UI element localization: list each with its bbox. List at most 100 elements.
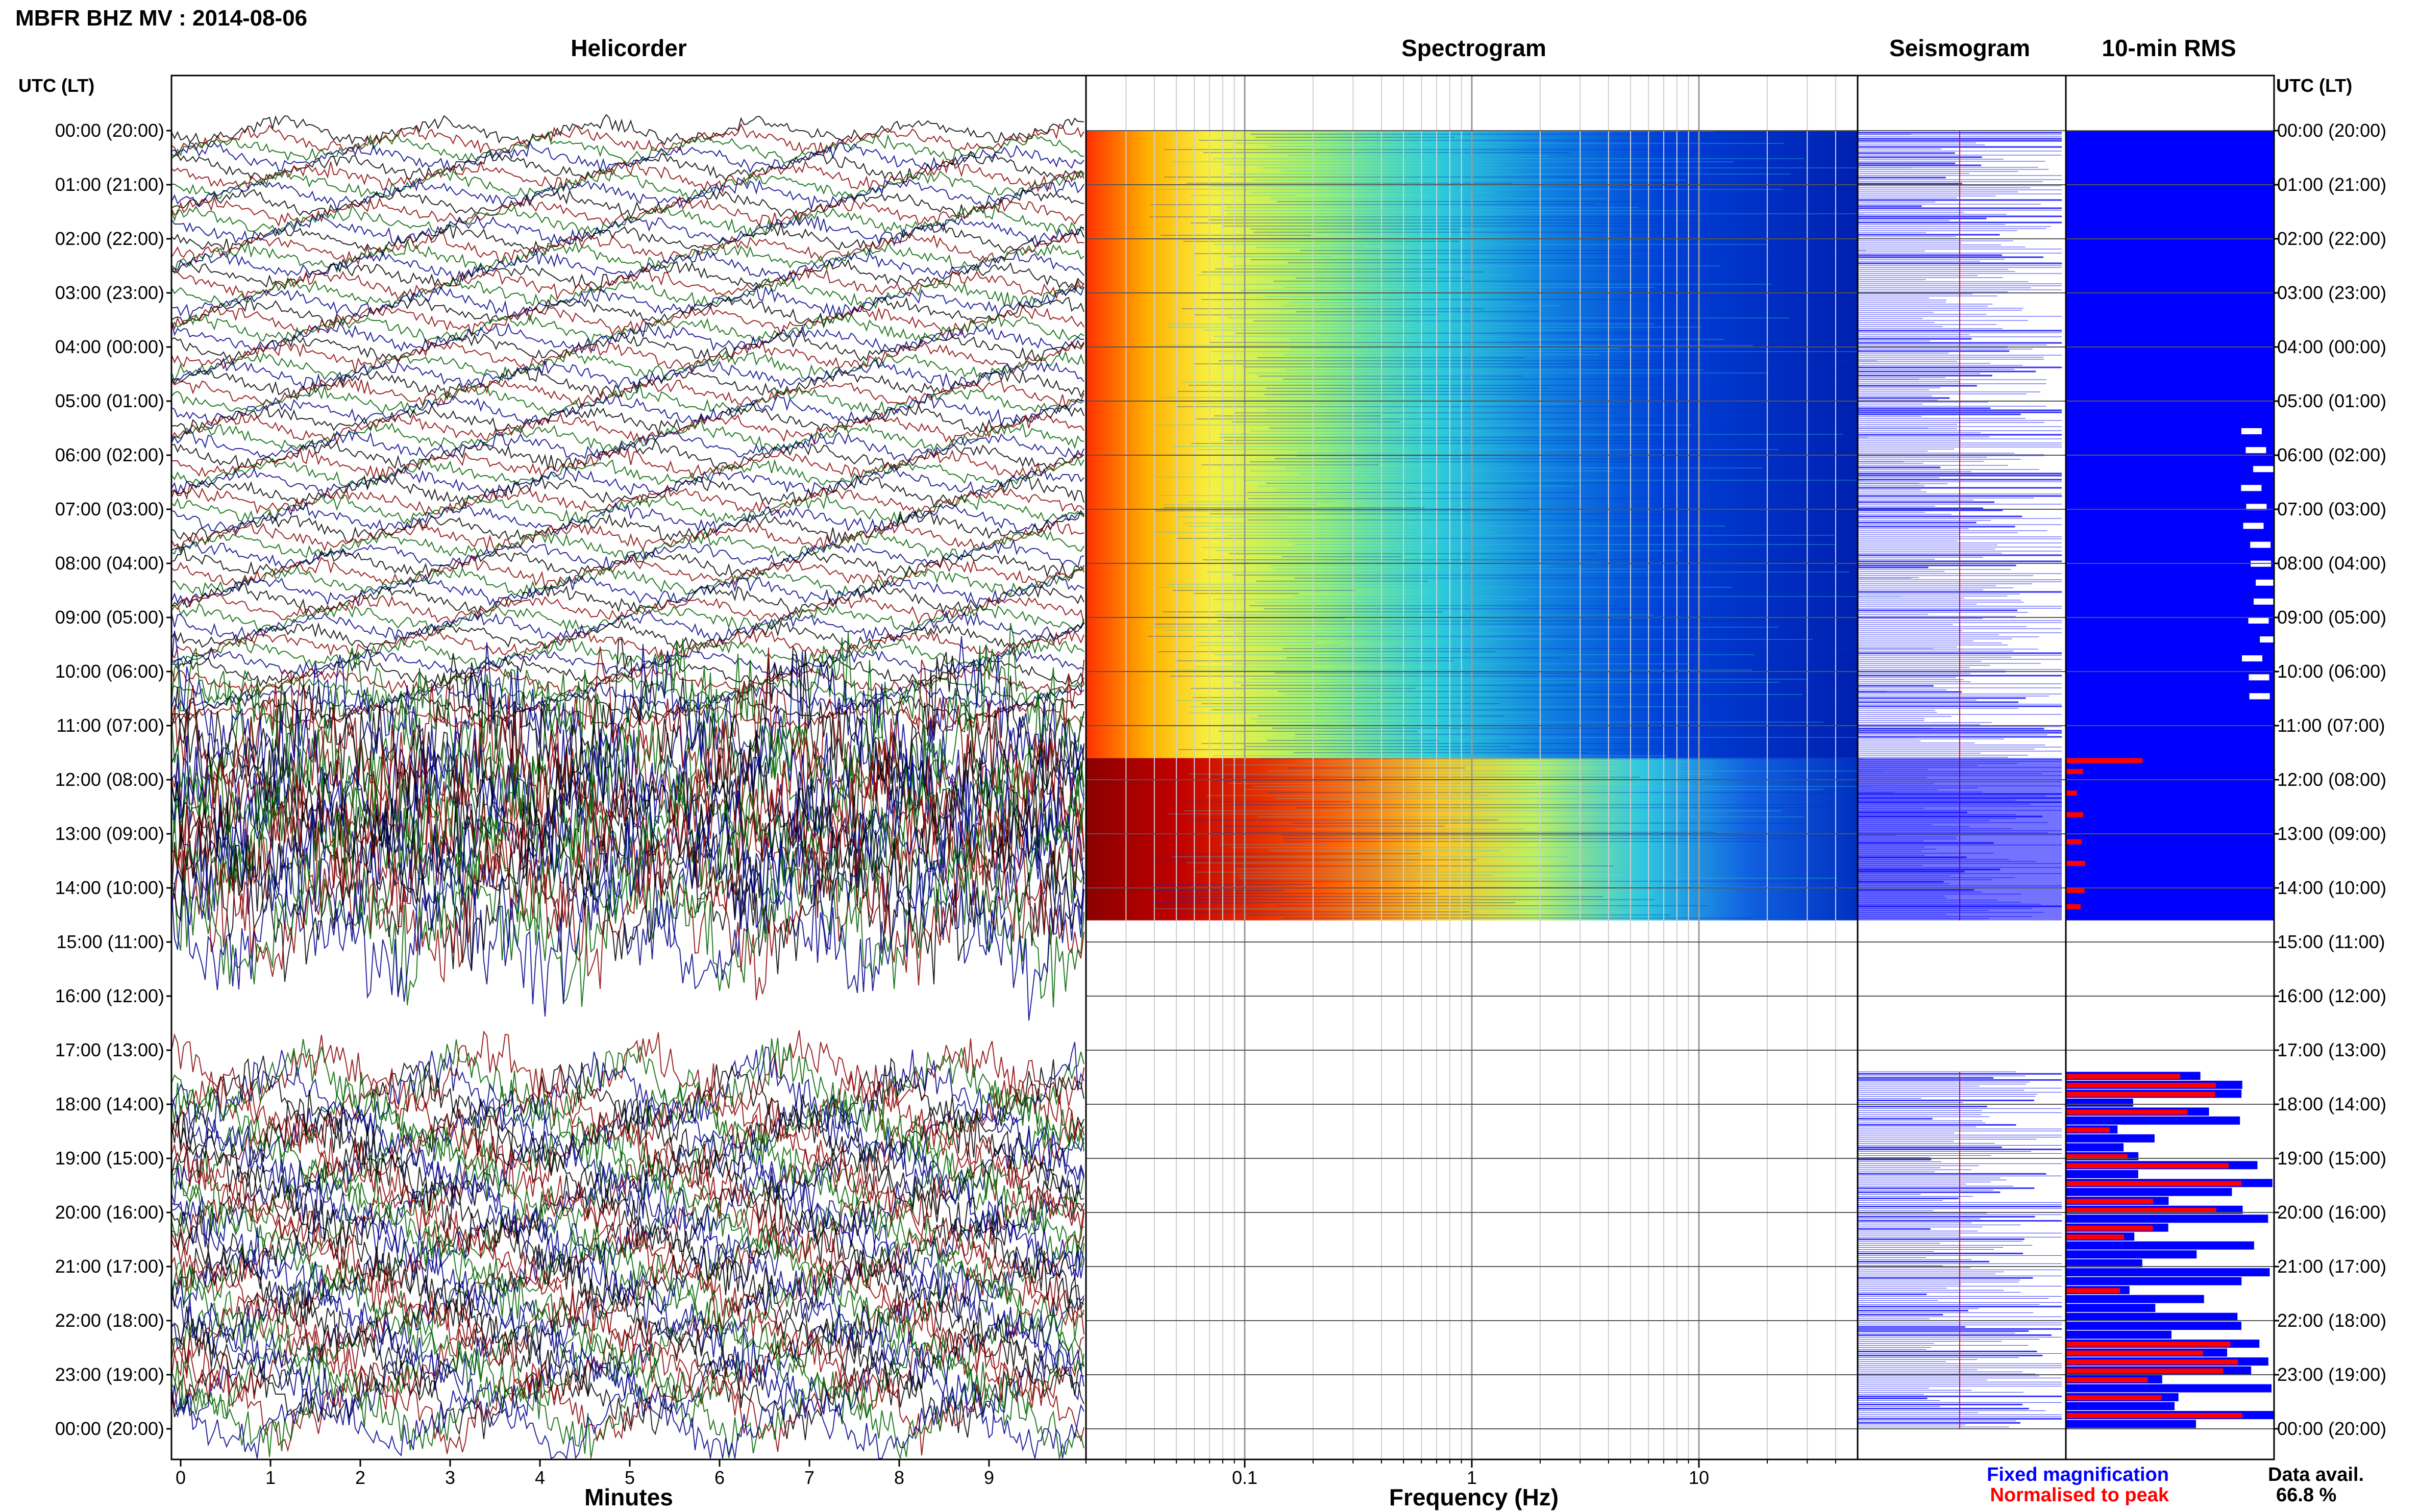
helicorder-trace: [171, 705, 1084, 921]
rms-normalised-bar: [2066, 812, 2084, 817]
hour-label-left: 14:00 (10:00): [55, 877, 164, 898]
rms-fixed-bar: [2066, 1134, 2155, 1143]
spectrogram-row-texture: [1283, 841, 1770, 842]
hour-label-right: 10:00 (06:00): [2277, 661, 2386, 682]
spectrogram-row-texture: [1212, 777, 1640, 778]
spectrogram-row-texture: [1213, 244, 1767, 245]
spectrogram-row-texture: [1213, 158, 1804, 159]
spectrogram-row-texture: [1249, 431, 1484, 432]
hour-label-left: 00:00 (20:00): [55, 120, 164, 141]
spectrogram-row-texture: [1202, 547, 1473, 548]
x-tick-label: 8: [894, 1467, 904, 1488]
spectrogram-row-texture: [1149, 216, 1761, 217]
rms-fixed-bar: [2066, 1250, 2197, 1259]
helicorder-trace: [171, 781, 1084, 985]
spectrogram-row-texture: [1163, 507, 1425, 508]
hour-label-right: 23:00 (19:00): [2277, 1364, 2386, 1385]
spectrogram-row-texture: [1183, 801, 1350, 802]
rms-normalised-bar: [2066, 1082, 2216, 1088]
spectrogram-row-texture: [1208, 342, 1834, 343]
spectrogram-row-texture: [1190, 820, 1498, 821]
rms-gap: [2254, 598, 2275, 605]
helicorder-trace: [171, 296, 1084, 328]
spectrogram-row-texture: [1201, 464, 1379, 465]
helicorder-trace: [171, 1174, 1084, 1283]
spectrogram-row-texture: [1244, 746, 1510, 747]
spectrogram-row-texture: [1286, 467, 1763, 468]
spectrogram-row-texture: [1196, 418, 1658, 419]
spectrogram-row-texture: [1273, 568, 1647, 569]
spectrogram-row-texture: [1281, 556, 1402, 557]
x-tick-label: 10: [1689, 1467, 1709, 1488]
rms-frame: [2065, 75, 2275, 1460]
spectrogram-row-texture: [1297, 761, 1692, 762]
rms-normalised-bar: [2066, 1092, 2215, 1097]
spectrogram-row-texture: [1253, 320, 1764, 321]
spectrogram-row-texture: [1223, 764, 1683, 765]
helicorder-trace: [171, 231, 1084, 266]
spectrogram-row-texture: [1230, 865, 1614, 866]
spectrogram-row-texture: [1203, 330, 1583, 331]
spectrogram-row-texture: [1174, 911, 1470, 912]
spectrogram-row-texture: [1253, 180, 1686, 181]
spectrogram-row-texture: [1257, 357, 1525, 358]
left-axis-label: UTC (LT): [18, 75, 94, 96]
spectrogram-row-texture: [1260, 758, 1864, 759]
spectrogram-row-texture: [1148, 636, 1693, 637]
spectrogram-row-texture: [1150, 189, 1783, 190]
x-tick-label: 4: [535, 1467, 545, 1488]
spectrogram-row-texture: [1173, 896, 1603, 897]
rms-fixed-bar: [2066, 1330, 2171, 1339]
legend-fixed-magnification: Fixed magnification: [1987, 1464, 2169, 1485]
rms-normalised-bar: [2066, 1377, 2148, 1383]
hour-label-left: 12:00 (08:00): [55, 769, 164, 790]
helicorder-trace: [171, 350, 1084, 382]
hour-label-right: 17:00 (13:00): [2277, 1039, 2386, 1060]
rms-gap: [2249, 693, 2270, 700]
hour-label-right: 08:00 (04:00): [2277, 553, 2386, 574]
spectrogram-row-texture: [1265, 296, 1436, 297]
spectrogram-row-texture: [1247, 373, 1768, 374]
spectrogram-row-texture: [1188, 385, 1801, 386]
hour-label-right: 07:00 (03:00): [2277, 499, 2386, 519]
spectrogram-row-texture: [1210, 832, 1716, 833]
rms-gap: [2246, 504, 2267, 510]
helicorder-trace: [171, 637, 1084, 671]
spectrogram-row-texture: [1272, 728, 1931, 729]
spectrogram-row-texture: [1229, 173, 1791, 175]
helicorder-trace: [171, 1196, 1084, 1300]
spectrogram-row-texture: [1168, 813, 1318, 814]
right-hour-labels: 00:00 (20:00) 01:00 (21:00) 02:00 (22:00) 0…: [2274, 120, 2386, 1439]
helicorder-header: Helicorder: [571, 35, 687, 61]
helicorder-xlabel: Minutes: [584, 1484, 673, 1510]
spectrogram-row-texture: [1182, 523, 1406, 524]
helicorder-trace: [171, 158, 1084, 194]
spectrogram-row-texture: [1232, 663, 1689, 664]
hour-label-left: 06:00 (02:00): [55, 444, 164, 465]
helicorder-trace: [171, 114, 1084, 146]
rms-fixed-bar: [2066, 1214, 2268, 1223]
helicorder-trace: [171, 1344, 1084, 1441]
spectrogram-row-texture: [1292, 823, 1807, 824]
rms-normalised-bar: [2066, 1163, 2229, 1169]
helicorder-trace: [171, 258, 1084, 292]
spectrogram-row-texture: [1232, 575, 1577, 576]
spectrogram-row-texture: [1283, 838, 1795, 839]
hour-label-left: 22:00 (18:00): [55, 1310, 164, 1331]
rms-normalised-bar: [2066, 1395, 2162, 1401]
helicorder-trace: [171, 276, 1084, 311]
hour-label-left: 01:00 (21:00): [55, 174, 164, 195]
rms-normalised-bar: [2066, 904, 2081, 909]
spectrogram-row-texture: [1157, 587, 1732, 588]
helicorder-trace: [171, 603, 1084, 636]
x-tick-label: 5: [625, 1467, 635, 1488]
spectrogram-row-texture: [1172, 446, 1421, 447]
spectrogram-row-texture: [1281, 170, 1510, 171]
hour-label-right: 14:00 (10:00): [2277, 877, 2386, 898]
spectrogram-row-texture: [1201, 299, 1702, 300]
spectrogram-row-texture: [1281, 835, 1896, 836]
helicorder-trace: [171, 789, 1084, 985]
spectrogram-row-texture: [1152, 884, 1313, 885]
spectrogram-row-texture: [1270, 565, 1550, 566]
spectrogram-row-texture: [1230, 804, 1831, 805]
